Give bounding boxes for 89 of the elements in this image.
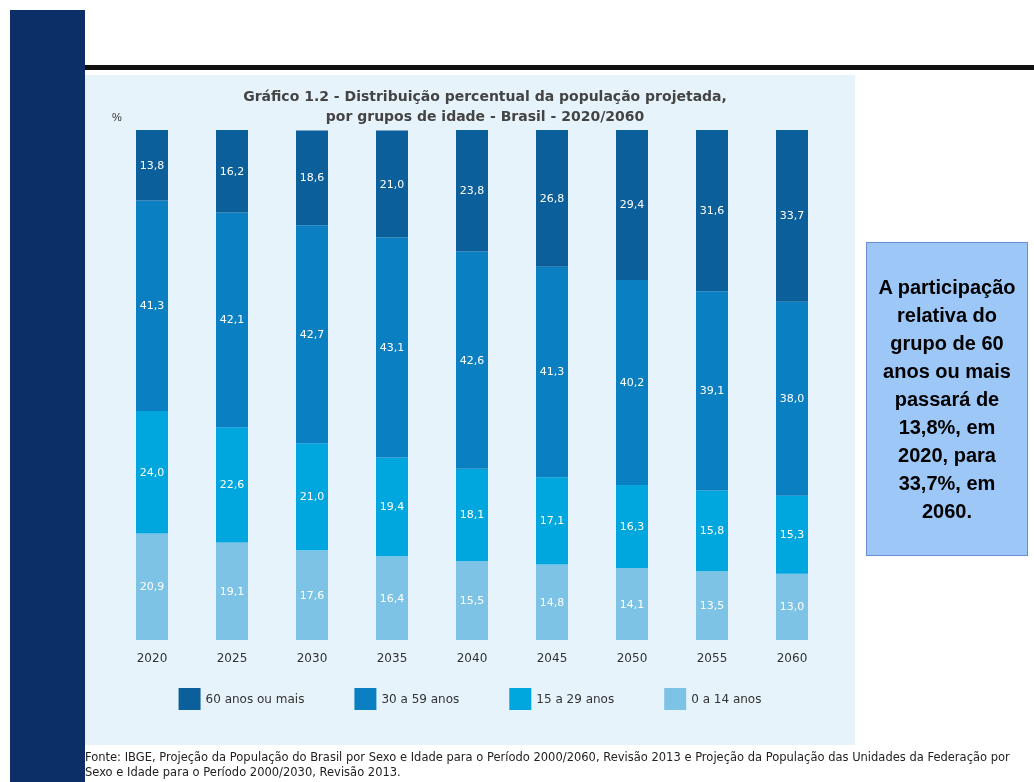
data-label: 16,2 <box>219 164 245 178</box>
bar <box>376 130 408 238</box>
data-label: 42,7 <box>299 327 325 341</box>
bar <box>536 130 568 267</box>
bar <box>696 490 728 572</box>
source-note: Fonte: IBGE, Projeção da População do Brasil por Sexo e Idade para o Período 2000/2060, Revisão 2013 e Projeção da População das Unidades da Federação por Sexo e Idade para o Período 2000/2030, Revisão 2013. <box>85 750 1011 780</box>
data-label: 18,1 <box>459 508 485 522</box>
bar <box>376 556 408 640</box>
bar <box>616 484 648 569</box>
data-label: 15,8 <box>699 524 725 538</box>
bar <box>296 130 328 226</box>
bar <box>696 571 728 640</box>
data-label: 18,6 <box>299 171 325 185</box>
data-label: 22,6 <box>219 478 245 492</box>
data-label: 19,1 <box>219 584 245 598</box>
x-tick-label: 2050 <box>616 651 648 665</box>
data-label: 14,8 <box>539 595 565 609</box>
x-tick-label: 2025 <box>216 651 248 665</box>
legend-label: 15 a 29 anos <box>536 692 615 706</box>
x-tick-label: 2030 <box>296 651 328 665</box>
data-label: 19,4 <box>379 500 405 514</box>
bar <box>136 130 168 201</box>
data-label: 33,7 <box>779 209 805 223</box>
bar <box>776 573 808 640</box>
legend-label: 30 a 59 anos <box>381 692 460 706</box>
text: A participação relativa do grupo de 60 anos ou mais passará de 13,8%, em 2020, para 33,7%, em 2060. <box>878 276 1016 522</box>
bar <box>216 542 248 640</box>
x-tick-label: 2020 <box>136 651 168 665</box>
data-label: 15,3 <box>779 528 805 542</box>
bar <box>296 225 328 444</box>
bar <box>616 568 648 640</box>
data-label: 31,6 <box>699 204 725 218</box>
data-label: 43,1 <box>379 341 405 355</box>
bar <box>136 200 168 412</box>
x-tick-label: 2060 <box>776 651 808 665</box>
bar <box>776 301 808 496</box>
x-tick-label: 2045 <box>536 651 568 665</box>
bar <box>536 477 568 565</box>
bar <box>776 130 808 302</box>
bar <box>536 564 568 640</box>
bar <box>616 130 648 280</box>
data-label: 21,0 <box>299 490 325 504</box>
bar <box>616 279 648 485</box>
bar <box>216 212 248 428</box>
data-label: 38,0 <box>779 392 805 406</box>
chart-title: Gráfico 1.2 - Distribuição percentual da população projetada, por grupos de idade - Brasil - 2020/2060 <box>243 88 727 124</box>
bar <box>136 533 168 640</box>
bar <box>456 130 488 252</box>
bar <box>136 411 168 534</box>
bar <box>456 468 488 561</box>
bar <box>696 291 728 491</box>
data-label: 14,1 <box>619 597 645 611</box>
y-axis-title: % <box>112 110 122 123</box>
data-label: 41,3 <box>539 365 565 379</box>
x-tick-label: 2040 <box>456 651 488 665</box>
bar <box>696 130 728 292</box>
data-label: 41,3 <box>139 299 165 313</box>
data-label: 20,9 <box>139 580 165 594</box>
data-label: 13,5 <box>699 599 725 613</box>
x-tick-label: 2055 <box>696 651 728 665</box>
data-label: 16,3 <box>619 520 645 534</box>
data-label: 13,0 <box>779 600 805 614</box>
data-label: 15,5 <box>459 593 485 607</box>
bar <box>216 427 248 543</box>
x-tick-label: 2035 <box>376 651 408 665</box>
data-label: 21,0 <box>379 177 405 191</box>
data-label: 42,6 <box>459 353 485 367</box>
bar <box>776 495 808 574</box>
data-label: 23,8 <box>459 184 485 198</box>
data-label: 42,1 <box>219 313 245 327</box>
bar <box>376 457 408 557</box>
data-label: 29,4 <box>619 198 645 212</box>
bar <box>536 266 568 478</box>
data-label: 26,8 <box>539 191 565 205</box>
data-label: 16,4 <box>379 591 405 605</box>
legend-label: 0 a 14 anos <box>691 692 762 706</box>
bar <box>456 251 488 469</box>
data-label: 39,1 <box>699 384 725 398</box>
legend-label: 60 anos ou mais <box>205 692 305 706</box>
bar <box>296 550 328 640</box>
data-label: 13,8 <box>139 158 165 172</box>
bar <box>456 560 488 640</box>
bar <box>376 237 408 458</box>
data-label: 40,2 <box>619 375 645 389</box>
bar <box>296 443 328 551</box>
data-label: 17,6 <box>299 588 325 602</box>
data-label: 17,1 <box>539 514 565 528</box>
bar <box>216 130 248 213</box>
data-label: 24,0 <box>139 465 165 479</box>
